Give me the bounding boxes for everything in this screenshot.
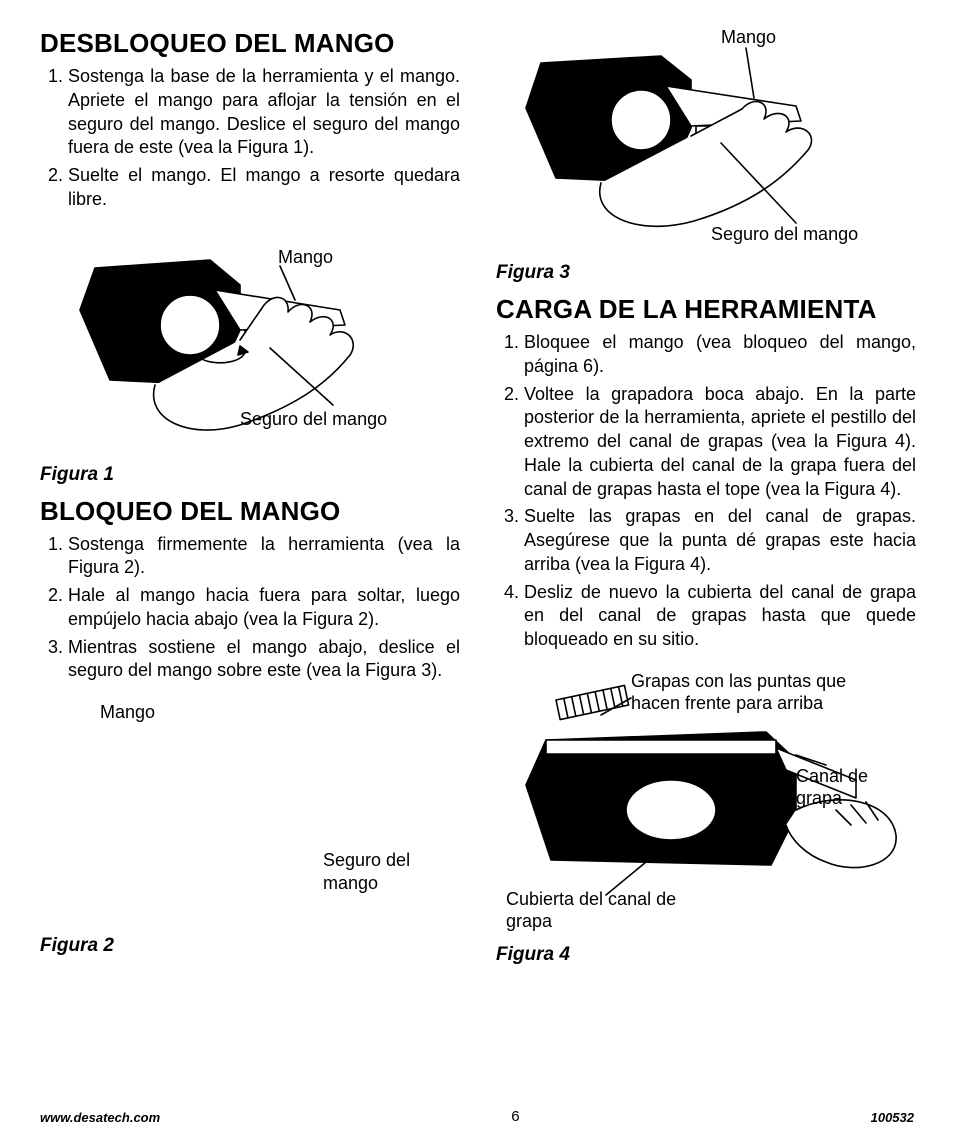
right-column: Mango Seguro del mango Figura 3 CARGA DE… [496,28,916,1108]
list-item: Suelte las grapas en del canal de grapas… [524,505,916,576]
list-carga: Bloquee el mango (vea bloqueo del mango,… [496,331,916,656]
left-column: DESBLOQUEO DEL MANGO Sostenga la base de… [40,28,460,1108]
list-item: Sostenga la base de la herramienta y el … [68,65,460,160]
list-desbloqueo: Sostenga la base de la herramienta y el … [40,65,460,216]
heading-bloqueo: BLOQUEO DEL MANGO [40,496,460,527]
figure-3-caption: Figura 3 [496,262,916,284]
footer-url: www.desatech.com [40,1110,160,1125]
label-grapas: Grapas con las puntas que hacen frente p… [631,670,891,715]
list-item: Voltee la grapadora boca abajo. En la pa… [524,383,916,502]
list-bloqueo: Sostenga firmemente la herramienta (vea … [40,533,460,688]
label-seguro: Seguro del mango [323,849,443,894]
document-page: DESBLOQUEO DEL MANGO Sostenga la base de… [0,0,954,1145]
figure-4-caption: Figura 4 [496,944,916,966]
list-item: Bloquee el mango (vea bloqueo del mango,… [524,331,916,379]
figure-4: Grapas con las puntas que hacen frente p… [496,670,916,940]
list-item: Desliz de nuevo la cubierta del canal de… [524,581,916,652]
list-item: Mientras sostiene el mango abajo, deslic… [68,636,460,684]
two-column-layout: DESBLOQUEO DEL MANGO Sostenga la base de… [40,28,914,1108]
list-item: Suelte el mango. El mango a resorte qued… [68,164,460,212]
label-seguro: Seguro del mango [240,408,387,431]
label-seguro: Seguro del mango [711,223,858,246]
label-cubierta: Cubierta del canal de grapa [506,888,686,933]
page-footer: www.desatech.com 6 100532 [40,1108,914,1125]
figure-3: Mango Seguro del mango [496,28,916,258]
label-mango: Mango [721,26,776,49]
page-number: 6 [511,1108,519,1125]
heading-carga: CARGA DE LA HERRAMIENTA [496,294,916,325]
list-item: Sostenga firmemente la herramienta (vea … [68,533,460,581]
label-mango: Mango [278,246,333,269]
heading-desbloqueo: DESBLOQUEO DEL MANGO [40,28,460,59]
footer-doc-id: 100532 [871,1110,914,1125]
figure-1: Mango Seguro del mango [40,230,460,460]
figure-1-caption: Figura 1 [40,464,460,486]
figure-2-caption: Figura 2 [40,935,460,957]
list-item: Hale al mango hacia fuera para soltar, l… [68,584,460,632]
figure-3-illustration [496,28,916,248]
figure-2: Mango Seguro del mango [40,701,460,931]
label-mango: Mango [100,701,155,724]
label-canal: Canal de grapa [796,765,916,810]
